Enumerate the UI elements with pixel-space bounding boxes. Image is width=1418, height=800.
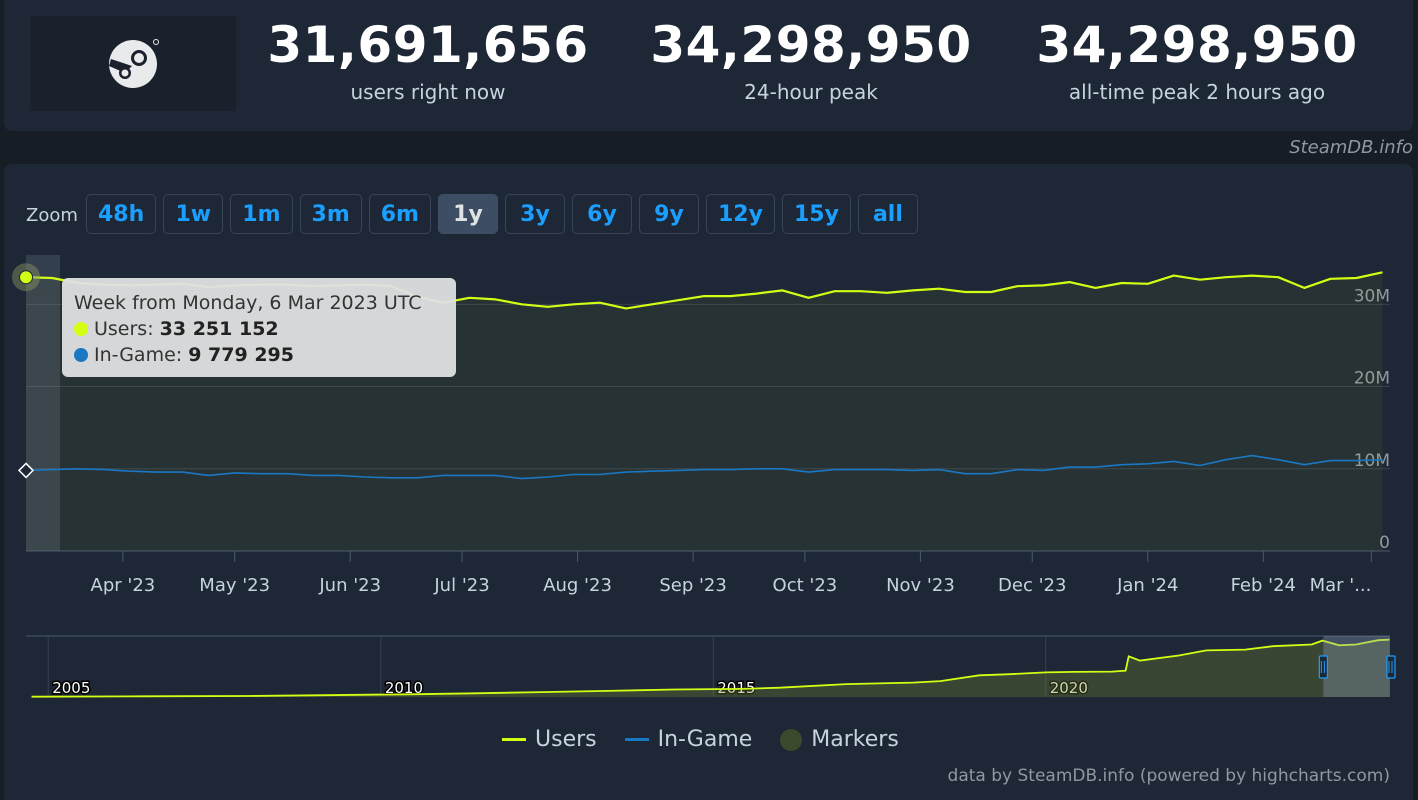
zoom-button-3y[interactable]: 3y [504,194,565,234]
steam-logo-icon [109,38,159,88]
navigator-left-handle[interactable] [1318,655,1328,679]
navigator-year-label: 2015 [717,679,755,697]
x-tick-label: May '23 [199,575,270,596]
chart-tooltip: Week from Monday, 6 Mar 2023 UTC Users: … [62,278,456,377]
legend-item-ingame[interactable]: In-Game [624,727,753,752]
navigator-users-area [31,639,1390,697]
all-time-peak-stat: 34,298,950 all-time peak 2 hours ago [1007,14,1387,105]
navigator-selection [1323,636,1390,697]
users-dot-icon [74,322,88,336]
stats-header: 31,691,656 users right now 34,298,950 24… [4,0,1413,131]
day-peak-value: 34,298,950 [650,16,972,74]
tooltip-ingame-value: 9 779 295 [188,344,294,366]
legend-users-label: Users [535,727,597,752]
tooltip-title: Week from Monday, 6 Mar 2023 UTC [74,292,422,314]
x-tick-label: Oct '23 [773,575,838,596]
x-tick-label: Dec '23 [998,575,1066,596]
logo-box [30,16,236,111]
x-tick-label: Jun '23 [318,575,381,596]
hover-band [26,255,60,551]
y-tick-label: 0 [1379,533,1390,553]
zoom-button-6m[interactable]: 6m [368,194,431,234]
tooltip-users-label: Users: [94,318,154,340]
tooltip-ingame-label: In-Game: [94,344,183,366]
tooltip-ingame-row: In-Game: 9 779 295 [74,342,444,368]
x-tick-label: Nov '23 [886,575,955,596]
zoom-button-all[interactable]: all [857,194,918,234]
zoom-button-48h[interactable]: 48h [86,194,157,234]
day-peak-label: 24-hour peak [744,80,878,104]
navigator-year-label: 2020 [1050,679,1088,697]
navigator-year-label: 2010 [385,679,423,697]
legend-item-users[interactable]: Users [502,727,597,752]
tooltip-users-value: 33 251 152 [159,318,279,340]
markers-dot-icon [780,728,803,751]
zoom-button-15y[interactable]: 15y [781,194,851,234]
zoom-button-3m[interactable]: 3m [299,194,362,234]
tooltip-users-row: Users: 33 251 152 [74,316,444,342]
users-line-icon [502,738,526,741]
legend-markers-label: Markers [811,727,899,752]
zoom-button-9y[interactable]: 9y [638,194,699,234]
x-tick-label: Feb '24 [1231,575,1296,596]
x-tick-label: Aug '23 [543,575,612,596]
y-tick-label: 20M [1354,369,1390,389]
ingame-line-icon [624,738,649,741]
day-peak-stat: 34,298,950 24-hour peak [621,14,1001,105]
legend-item-markers[interactable]: Markers [780,727,899,752]
x-tick-label: Jan '24 [1116,575,1178,596]
zoom-label: Zoom [26,205,78,226]
navigator-right-handle[interactable] [1386,655,1396,679]
zoom-button-6y[interactable]: 6y [571,194,632,234]
current-users-value: 31,691,656 [267,16,589,74]
users-hover-point [19,270,33,285]
zoom-button-1m[interactable]: 1m [230,194,293,234]
chart-legend: Users In-Game Markers [502,727,927,752]
x-tick-label: Sep '23 [659,575,727,596]
x-tick-label: Jul '23 [433,575,489,596]
zoom-button-12y[interactable]: 12y [705,194,775,234]
current-users-label: users right now [350,80,506,104]
zoom-button-1y[interactable]: 1y [437,194,498,234]
ingame-hover-point [17,462,35,479]
ingame-series-line [25,454,1383,480]
zoom-button-1w[interactable]: 1w [163,194,224,234]
current-users-stat: 31,691,656 users right now [238,14,618,105]
steamdb-credit[interactable]: SteamDB.info [1289,137,1413,158]
navigator[interactable]: 2005 2010 2015 2020 [26,635,1396,699]
highcharts-credit[interactable]: data by SteamDB.info (powered by highcha… [947,766,1390,786]
y-tick-label: 30M [1354,286,1390,306]
zoom-button-group: 48h 1w 1m 3m 6m 1y 3y 6y 9y 12y 15y all [86,194,918,234]
all-time-peak-label: all-time peak 2 hours ago [1068,80,1326,104]
ingame-dot-icon [74,348,88,362]
navigator-users-line [31,638,1390,698]
x-tick-label: Apr '23 [91,575,156,596]
navigator-year-label: 2005 [52,679,90,697]
legend-ingame-label: In-Game [657,727,753,752]
all-time-peak-value: 34,298,950 [1036,16,1358,74]
x-tick-label: Mar '... [1310,575,1372,596]
